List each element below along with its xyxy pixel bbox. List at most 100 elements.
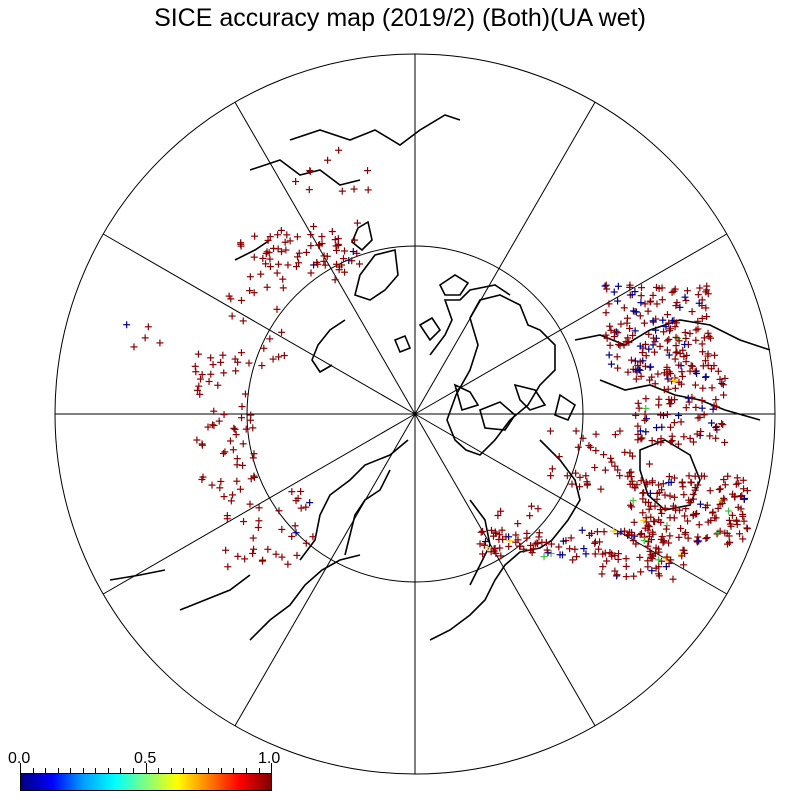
accuracy-marker [216,484,224,492]
accuracy-marker [208,481,216,489]
accuracy-marker [647,363,655,371]
accuracy-marker [698,396,706,404]
accuracy-marker [281,238,289,246]
accuracy-marker [194,386,202,394]
accuracy-marker [689,438,697,446]
accuracy-marker [719,381,727,389]
accuracy-marker [655,481,663,489]
accuracy-marker [587,443,595,451]
accuracy-marker [641,340,649,348]
accuracy-marker [275,507,283,515]
accuracy-marker [673,348,681,356]
accuracy-marker [651,380,659,388]
colorbar-tick [183,768,185,773]
accuracy-marker [547,540,555,548]
accuracy-marker [692,403,700,411]
accuracy-marker [614,466,622,474]
accuracy-marker [227,295,235,303]
accuracy-marker [559,537,567,545]
meridian-line [414,233,728,415]
accuracy-marker [236,485,244,493]
accuracy-marker [676,350,684,358]
accuracy-marker [625,528,633,536]
accuracy-marker [643,480,651,488]
accuracy-marker [569,556,577,564]
accuracy-marker [705,332,713,340]
accuracy-markers [123,146,751,583]
accuracy-marker [711,514,719,522]
accuracy-marker [499,535,507,543]
accuracy-marker [663,311,671,319]
accuracy-marker [292,263,300,271]
accuracy-marker [671,504,679,512]
accuracy-marker [647,297,655,305]
accuracy-marker [636,427,644,435]
accuracy-marker [691,472,699,480]
accuracy-marker [671,323,679,331]
accuracy-marker [632,308,640,316]
accuracy-marker [666,370,674,378]
coastline-segment [289,114,461,146]
accuracy-marker [505,542,513,550]
accuracy-marker [665,335,673,343]
accuracy-marker [665,395,673,403]
accuracy-marker [498,526,506,534]
coastline-segment [446,294,556,456]
accuracy-marker [688,308,696,316]
accuracy-marker [318,240,326,248]
meridian-line [414,101,596,415]
colorbar-tick [245,768,247,773]
accuracy-marker [666,492,674,500]
accuracy-marker [494,511,502,519]
accuracy-marker [725,507,733,515]
accuracy-marker [328,228,336,236]
accuracy-marker [635,366,643,374]
accuracy-marker [582,472,590,480]
accuracy-marker [489,532,497,540]
accuracy-marker [220,411,228,419]
accuracy-marker [591,463,599,471]
accuracy-marker [673,298,681,306]
accuracy-marker [652,544,660,552]
accuracy-marker [571,545,579,553]
accuracy-marker [638,530,646,538]
accuracy-marker [706,432,714,440]
accuracy-marker [324,156,332,164]
accuracy-marker [721,529,729,537]
accuracy-marker [599,550,607,558]
accuracy-marker [725,516,733,524]
accuracy-marker [671,384,679,392]
coastline-segment [429,439,581,641]
accuracy-marker [622,573,630,581]
coastline-segment [311,319,346,374]
accuracy-marker [238,403,246,411]
accuracy-marker [639,509,647,517]
accuracy-marker [272,550,280,558]
colorbar-tick [57,768,59,773]
accuracy-marker [670,287,678,295]
accuracy-marker [701,373,709,381]
accuracy-marker [219,351,227,359]
accuracy-marker [205,377,213,385]
map-graticule [54,53,776,775]
accuracy-marker [226,437,234,445]
accuracy-marker [631,532,639,540]
accuracy-marker [614,329,622,337]
accuracy-marker [665,559,673,567]
accuracy-marker [339,255,347,263]
accuracy-marker [580,545,588,553]
accuracy-marker [356,260,364,268]
accuracy-marker [642,352,650,360]
accuracy-marker [694,291,702,299]
accuracy-marker [323,252,331,260]
accuracy-marker [695,537,703,545]
accuracy-marker [692,336,700,344]
accuracy-marker [667,400,675,408]
accuracy-marker [476,540,484,548]
accuracy-marker [192,368,200,376]
accuracy-marker [246,273,254,281]
accuracy-marker [592,447,600,455]
accuracy-marker [654,438,662,446]
accuracy-marker [612,328,620,336]
coastline-segment [351,220,373,252]
